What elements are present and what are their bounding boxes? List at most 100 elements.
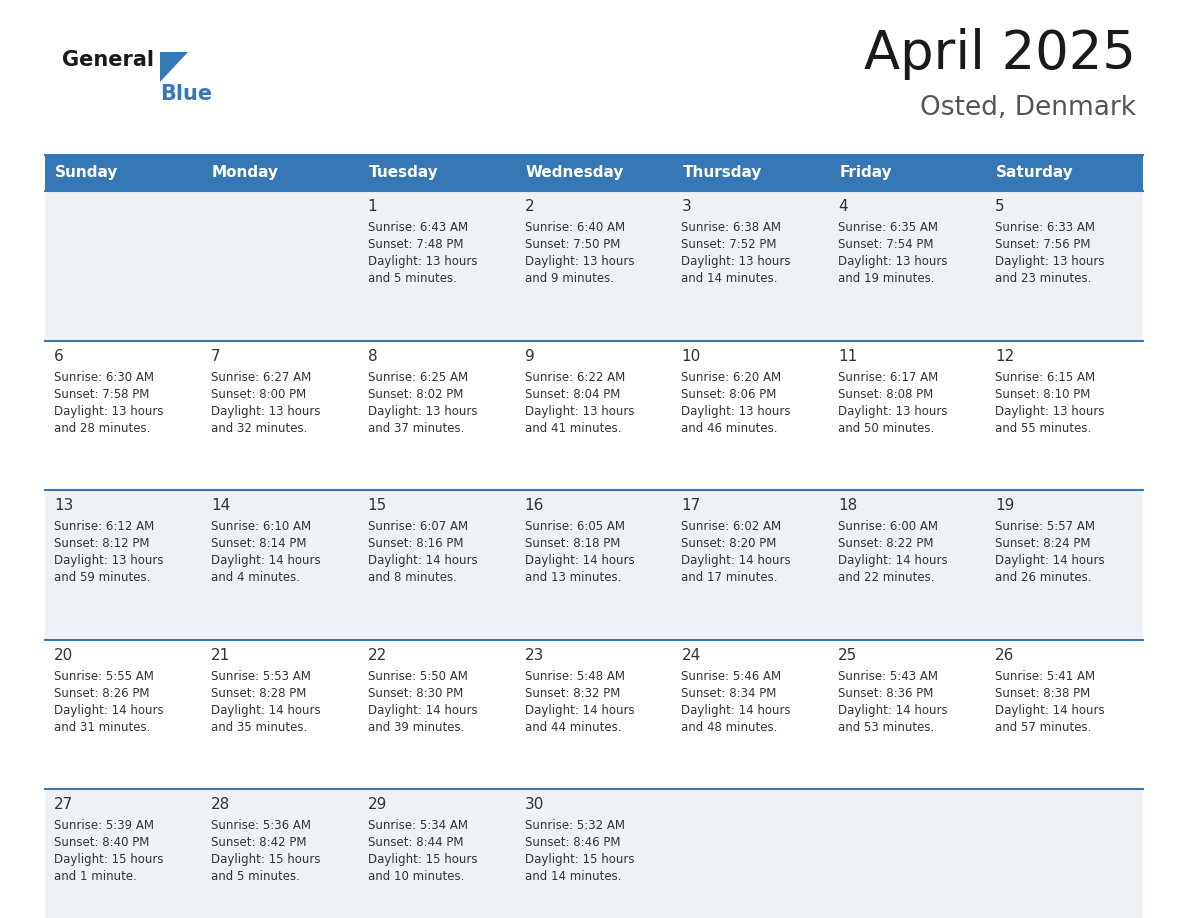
Text: Sunset: 8:42 PM: Sunset: 8:42 PM	[210, 836, 307, 849]
Text: 22: 22	[368, 648, 387, 663]
Text: and 14 minutes.: and 14 minutes.	[682, 272, 778, 285]
Text: Sunset: 8:16 PM: Sunset: 8:16 PM	[368, 537, 463, 550]
Text: Daylight: 13 hours: Daylight: 13 hours	[839, 405, 948, 418]
Text: Saturday: Saturday	[997, 165, 1074, 181]
Text: Sunday: Sunday	[55, 165, 119, 181]
Text: and 5 minutes.: and 5 minutes.	[368, 272, 456, 285]
Text: 9: 9	[525, 349, 535, 364]
Text: 18: 18	[839, 498, 858, 513]
Text: Sunset: 8:24 PM: Sunset: 8:24 PM	[996, 537, 1091, 550]
Text: Daylight: 13 hours: Daylight: 13 hours	[839, 255, 948, 268]
Text: Sunset: 8:44 PM: Sunset: 8:44 PM	[368, 836, 463, 849]
Text: and 55 minutes.: and 55 minutes.	[996, 421, 1092, 434]
Text: and 5 minutes.: and 5 minutes.	[210, 870, 299, 883]
Text: 8: 8	[368, 349, 378, 364]
Text: 19: 19	[996, 498, 1015, 513]
Text: Sunrise: 5:39 AM: Sunrise: 5:39 AM	[53, 820, 154, 833]
Text: Sunset: 8:40 PM: Sunset: 8:40 PM	[53, 836, 150, 849]
Text: Sunset: 8:32 PM: Sunset: 8:32 PM	[525, 687, 620, 700]
Text: 26: 26	[996, 648, 1015, 663]
Text: Sunset: 8:06 PM: Sunset: 8:06 PM	[682, 387, 777, 400]
Text: Sunset: 8:28 PM: Sunset: 8:28 PM	[210, 687, 307, 700]
Text: Daylight: 13 hours: Daylight: 13 hours	[525, 255, 634, 268]
Text: Daylight: 14 hours: Daylight: 14 hours	[839, 704, 948, 717]
Text: Daylight: 14 hours: Daylight: 14 hours	[525, 554, 634, 567]
Text: Sunrise: 6:02 AM: Sunrise: 6:02 AM	[682, 521, 782, 533]
Text: Daylight: 14 hours: Daylight: 14 hours	[368, 554, 478, 567]
Text: Sunrise: 6:35 AM: Sunrise: 6:35 AM	[839, 221, 939, 234]
Text: and 53 minutes.: and 53 minutes.	[839, 721, 935, 733]
Text: Sunrise: 5:41 AM: Sunrise: 5:41 AM	[996, 670, 1095, 683]
Text: Daylight: 13 hours: Daylight: 13 hours	[210, 405, 321, 418]
Text: 4: 4	[839, 199, 848, 214]
Text: Sunset: 7:52 PM: Sunset: 7:52 PM	[682, 238, 777, 251]
Text: Sunset: 7:48 PM: Sunset: 7:48 PM	[368, 238, 463, 251]
Text: and 31 minutes.: and 31 minutes.	[53, 721, 151, 733]
Text: 12: 12	[996, 349, 1015, 364]
Text: Daylight: 15 hours: Daylight: 15 hours	[210, 854, 321, 867]
Text: and 50 minutes.: and 50 minutes.	[839, 421, 935, 434]
Text: Wednesday: Wednesday	[525, 165, 624, 181]
Text: and 9 minutes.: and 9 minutes.	[525, 272, 613, 285]
Text: Sunset: 8:22 PM: Sunset: 8:22 PM	[839, 537, 934, 550]
Text: 23: 23	[525, 648, 544, 663]
Text: 20: 20	[53, 648, 74, 663]
Text: Sunset: 8:38 PM: Sunset: 8:38 PM	[996, 687, 1091, 700]
Bar	[45, 191, 1143, 341]
Bar	[45, 789, 1143, 918]
Text: Sunrise: 5:34 AM: Sunrise: 5:34 AM	[368, 820, 468, 833]
Text: Sunset: 8:26 PM: Sunset: 8:26 PM	[53, 687, 150, 700]
Text: and 35 minutes.: and 35 minutes.	[210, 721, 308, 733]
Text: 17: 17	[682, 498, 701, 513]
Text: and 28 minutes.: and 28 minutes.	[53, 421, 151, 434]
Text: and 22 minutes.: and 22 minutes.	[839, 571, 935, 584]
Text: Daylight: 13 hours: Daylight: 13 hours	[53, 405, 164, 418]
Text: Sunset: 8:30 PM: Sunset: 8:30 PM	[368, 687, 463, 700]
Text: Daylight: 14 hours: Daylight: 14 hours	[210, 554, 321, 567]
Text: Sunset: 8:10 PM: Sunset: 8:10 PM	[996, 387, 1091, 400]
Text: Daylight: 14 hours: Daylight: 14 hours	[839, 554, 948, 567]
Text: Daylight: 13 hours: Daylight: 13 hours	[682, 405, 791, 418]
Text: Sunrise: 6:27 AM: Sunrise: 6:27 AM	[210, 371, 311, 384]
Text: 3: 3	[682, 199, 691, 214]
Text: Sunrise: 5:36 AM: Sunrise: 5:36 AM	[210, 820, 311, 833]
Text: Sunrise: 6:25 AM: Sunrise: 6:25 AM	[368, 371, 468, 384]
Text: 28: 28	[210, 798, 230, 812]
Text: Sunset: 8:00 PM: Sunset: 8:00 PM	[210, 387, 307, 400]
Text: Sunset: 8:14 PM: Sunset: 8:14 PM	[210, 537, 307, 550]
Text: Sunset: 8:12 PM: Sunset: 8:12 PM	[53, 537, 150, 550]
Text: Sunset: 8:02 PM: Sunset: 8:02 PM	[368, 387, 463, 400]
Text: 1: 1	[368, 199, 378, 214]
Text: Daylight: 14 hours: Daylight: 14 hours	[53, 704, 164, 717]
Text: and 46 minutes.: and 46 minutes.	[682, 421, 778, 434]
Bar	[45, 341, 1143, 490]
Text: Daylight: 14 hours: Daylight: 14 hours	[525, 704, 634, 717]
Text: and 13 minutes.: and 13 minutes.	[525, 571, 621, 584]
Text: Daylight: 14 hours: Daylight: 14 hours	[368, 704, 478, 717]
Text: Blue: Blue	[160, 84, 213, 104]
Bar	[45, 640, 1143, 789]
Text: 16: 16	[525, 498, 544, 513]
Text: Sunrise: 5:32 AM: Sunrise: 5:32 AM	[525, 820, 625, 833]
Text: 7: 7	[210, 349, 221, 364]
Text: Sunset: 7:58 PM: Sunset: 7:58 PM	[53, 387, 150, 400]
Text: Sunrise: 6:07 AM: Sunrise: 6:07 AM	[368, 521, 468, 533]
Text: and 39 minutes.: and 39 minutes.	[368, 721, 465, 733]
Text: 2: 2	[525, 199, 535, 214]
Text: Sunrise: 5:55 AM: Sunrise: 5:55 AM	[53, 670, 154, 683]
Text: Sunrise: 6:20 AM: Sunrise: 6:20 AM	[682, 371, 782, 384]
Text: Sunset: 8:46 PM: Sunset: 8:46 PM	[525, 836, 620, 849]
Text: Sunrise: 6:00 AM: Sunrise: 6:00 AM	[839, 521, 939, 533]
Text: and 1 minute.: and 1 minute.	[53, 870, 137, 883]
Text: and 23 minutes.: and 23 minutes.	[996, 272, 1092, 285]
Text: and 37 minutes.: and 37 minutes.	[368, 421, 465, 434]
Text: General: General	[62, 50, 154, 70]
Text: and 32 minutes.: and 32 minutes.	[210, 421, 308, 434]
Text: Sunset: 8:36 PM: Sunset: 8:36 PM	[839, 687, 934, 700]
Text: 15: 15	[368, 498, 387, 513]
Text: and 59 minutes.: and 59 minutes.	[53, 571, 151, 584]
Text: Friday: Friday	[839, 165, 892, 181]
Text: Daylight: 13 hours: Daylight: 13 hours	[53, 554, 164, 567]
Bar	[45, 155, 1143, 191]
Text: 25: 25	[839, 648, 858, 663]
